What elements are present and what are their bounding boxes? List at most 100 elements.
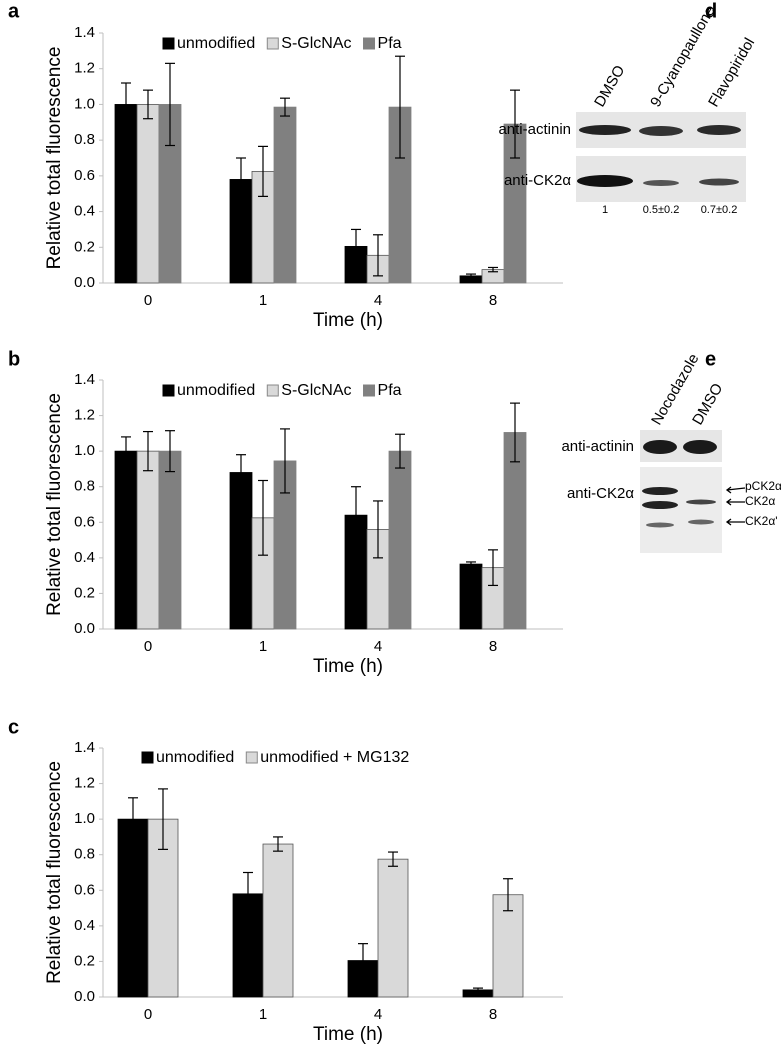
- x-tick-label: 8: [489, 292, 497, 309]
- error-bar: [158, 788, 168, 850]
- error-bar: [473, 987, 483, 993]
- error-bar: [373, 500, 383, 559]
- bar: [114, 104, 138, 284]
- legend-swatch: [162, 384, 175, 397]
- error-bar: [165, 430, 175, 473]
- quantification: 0.5±0.2: [643, 204, 680, 216]
- y-tick-label: 0.2: [74, 584, 95, 601]
- quantification: 1: [602, 204, 608, 216]
- bar: [158, 450, 182, 630]
- panel-label: b: [8, 348, 20, 370]
- y-axis-label: Relative total fluorescence: [44, 47, 65, 270]
- panel-label: d: [705, 0, 717, 22]
- error-bar: [373, 234, 383, 277]
- legend-label: unmodified + MG132: [260, 749, 409, 766]
- x-axis-label: Time (h): [313, 1024, 383, 1045]
- error-bar: [236, 454, 246, 491]
- x-tick-label: 1: [259, 1006, 267, 1023]
- y-tick-label: 0.6: [74, 167, 95, 184]
- y-tick-label: 1.0: [74, 95, 95, 112]
- y-tick-label: 1.2: [74, 775, 95, 792]
- y-tick-label: 1.0: [74, 810, 95, 827]
- row-label: anti-CK2α: [567, 485, 634, 502]
- x-tick-label: 0: [144, 1006, 152, 1023]
- x-tick-label: 4: [374, 1006, 382, 1023]
- y-tick-label: 0.4: [74, 549, 95, 566]
- panel-label: a: [8, 0, 20, 22]
- band-label: CK2α': [745, 514, 778, 528]
- y-tick-label: 0.4: [74, 203, 95, 220]
- bar: [262, 843, 294, 998]
- band-label: CK2α: [745, 494, 775, 508]
- error-bar: [280, 428, 290, 494]
- y-tick-label: 0.8: [74, 478, 95, 495]
- y-tick-label: 0.6: [74, 513, 95, 530]
- x-tick-label: 0: [144, 292, 152, 309]
- blot-d-image: [576, 112, 746, 202]
- y-tick-label: 0.2: [74, 952, 95, 969]
- legend-swatch: [245, 751, 258, 764]
- x-tick-label: 1: [259, 292, 267, 309]
- bar: [492, 894, 524, 998]
- x-tick-label: 0: [144, 638, 152, 655]
- error-bar: [395, 55, 405, 159]
- error-bar: [128, 797, 138, 842]
- error-bar: [351, 486, 361, 545]
- error-bar: [143, 430, 153, 472]
- legend-label: S-GlcNAc: [281, 35, 351, 52]
- y-axis-label: Relative total fluorescence: [44, 761, 65, 984]
- y-tick-label: 1.2: [74, 407, 95, 424]
- y-tick-label: 1.4: [74, 371, 95, 388]
- error-bar: [121, 436, 131, 466]
- band-label: pCK2α: [745, 479, 781, 493]
- y-tick-label: 0.0: [74, 988, 95, 1005]
- x-tick-label: 8: [489, 1006, 497, 1023]
- lane-label: Flavopiridol: [705, 35, 758, 110]
- x-tick-label: 4: [374, 292, 382, 309]
- panel-label: e: [705, 348, 716, 370]
- row-label: anti-CK2α: [504, 172, 571, 189]
- error-bar: [258, 145, 268, 197]
- error-bar: [395, 433, 405, 469]
- bar: [114, 450, 138, 630]
- bar: [377, 858, 409, 998]
- x-tick-label: 4: [374, 638, 382, 655]
- legend-label: Pfa: [378, 382, 402, 399]
- bar: [136, 104, 160, 284]
- error-bar: [258, 479, 268, 556]
- bar: [388, 450, 412, 630]
- error-bar: [466, 273, 476, 279]
- error-bar: [121, 82, 131, 127]
- blot-e-image: [640, 430, 746, 553]
- legend-swatch: [363, 384, 376, 397]
- y-tick-label: 0.4: [74, 917, 95, 934]
- x-tick-label: 1: [259, 638, 267, 655]
- error-bar: [466, 561, 476, 567]
- error-bar: [510, 402, 520, 463]
- panel-label: c: [8, 716, 19, 738]
- y-tick-label: 0.8: [74, 846, 95, 863]
- error-bar: [488, 266, 498, 273]
- row-label: anti-actinin: [498, 121, 571, 138]
- y-tick-label: 1.0: [74, 442, 95, 459]
- legend-swatch: [363, 37, 376, 50]
- error-bar: [488, 549, 498, 587]
- x-tick-label: 8: [489, 638, 497, 655]
- error-bar: [503, 878, 513, 912]
- quantification: 0.7±0.2: [701, 204, 738, 216]
- legend-label: unmodified: [177, 35, 255, 52]
- legend-label: unmodified: [156, 749, 234, 766]
- legend-swatch: [266, 37, 279, 50]
- error-bar: [236, 157, 246, 202]
- legend-label: Pfa: [378, 35, 402, 52]
- lane-label: DMSO: [591, 63, 628, 110]
- lane-label: DMSO: [689, 381, 726, 428]
- y-tick-label: 0.8: [74, 131, 95, 148]
- legend-label: S-GlcNAc: [281, 382, 351, 399]
- legend-swatch: [162, 37, 175, 50]
- error-bar: [358, 943, 368, 979]
- error-bar: [273, 836, 283, 852]
- y-tick-label: 0.6: [74, 881, 95, 898]
- y-tick-label: 0.2: [74, 238, 95, 255]
